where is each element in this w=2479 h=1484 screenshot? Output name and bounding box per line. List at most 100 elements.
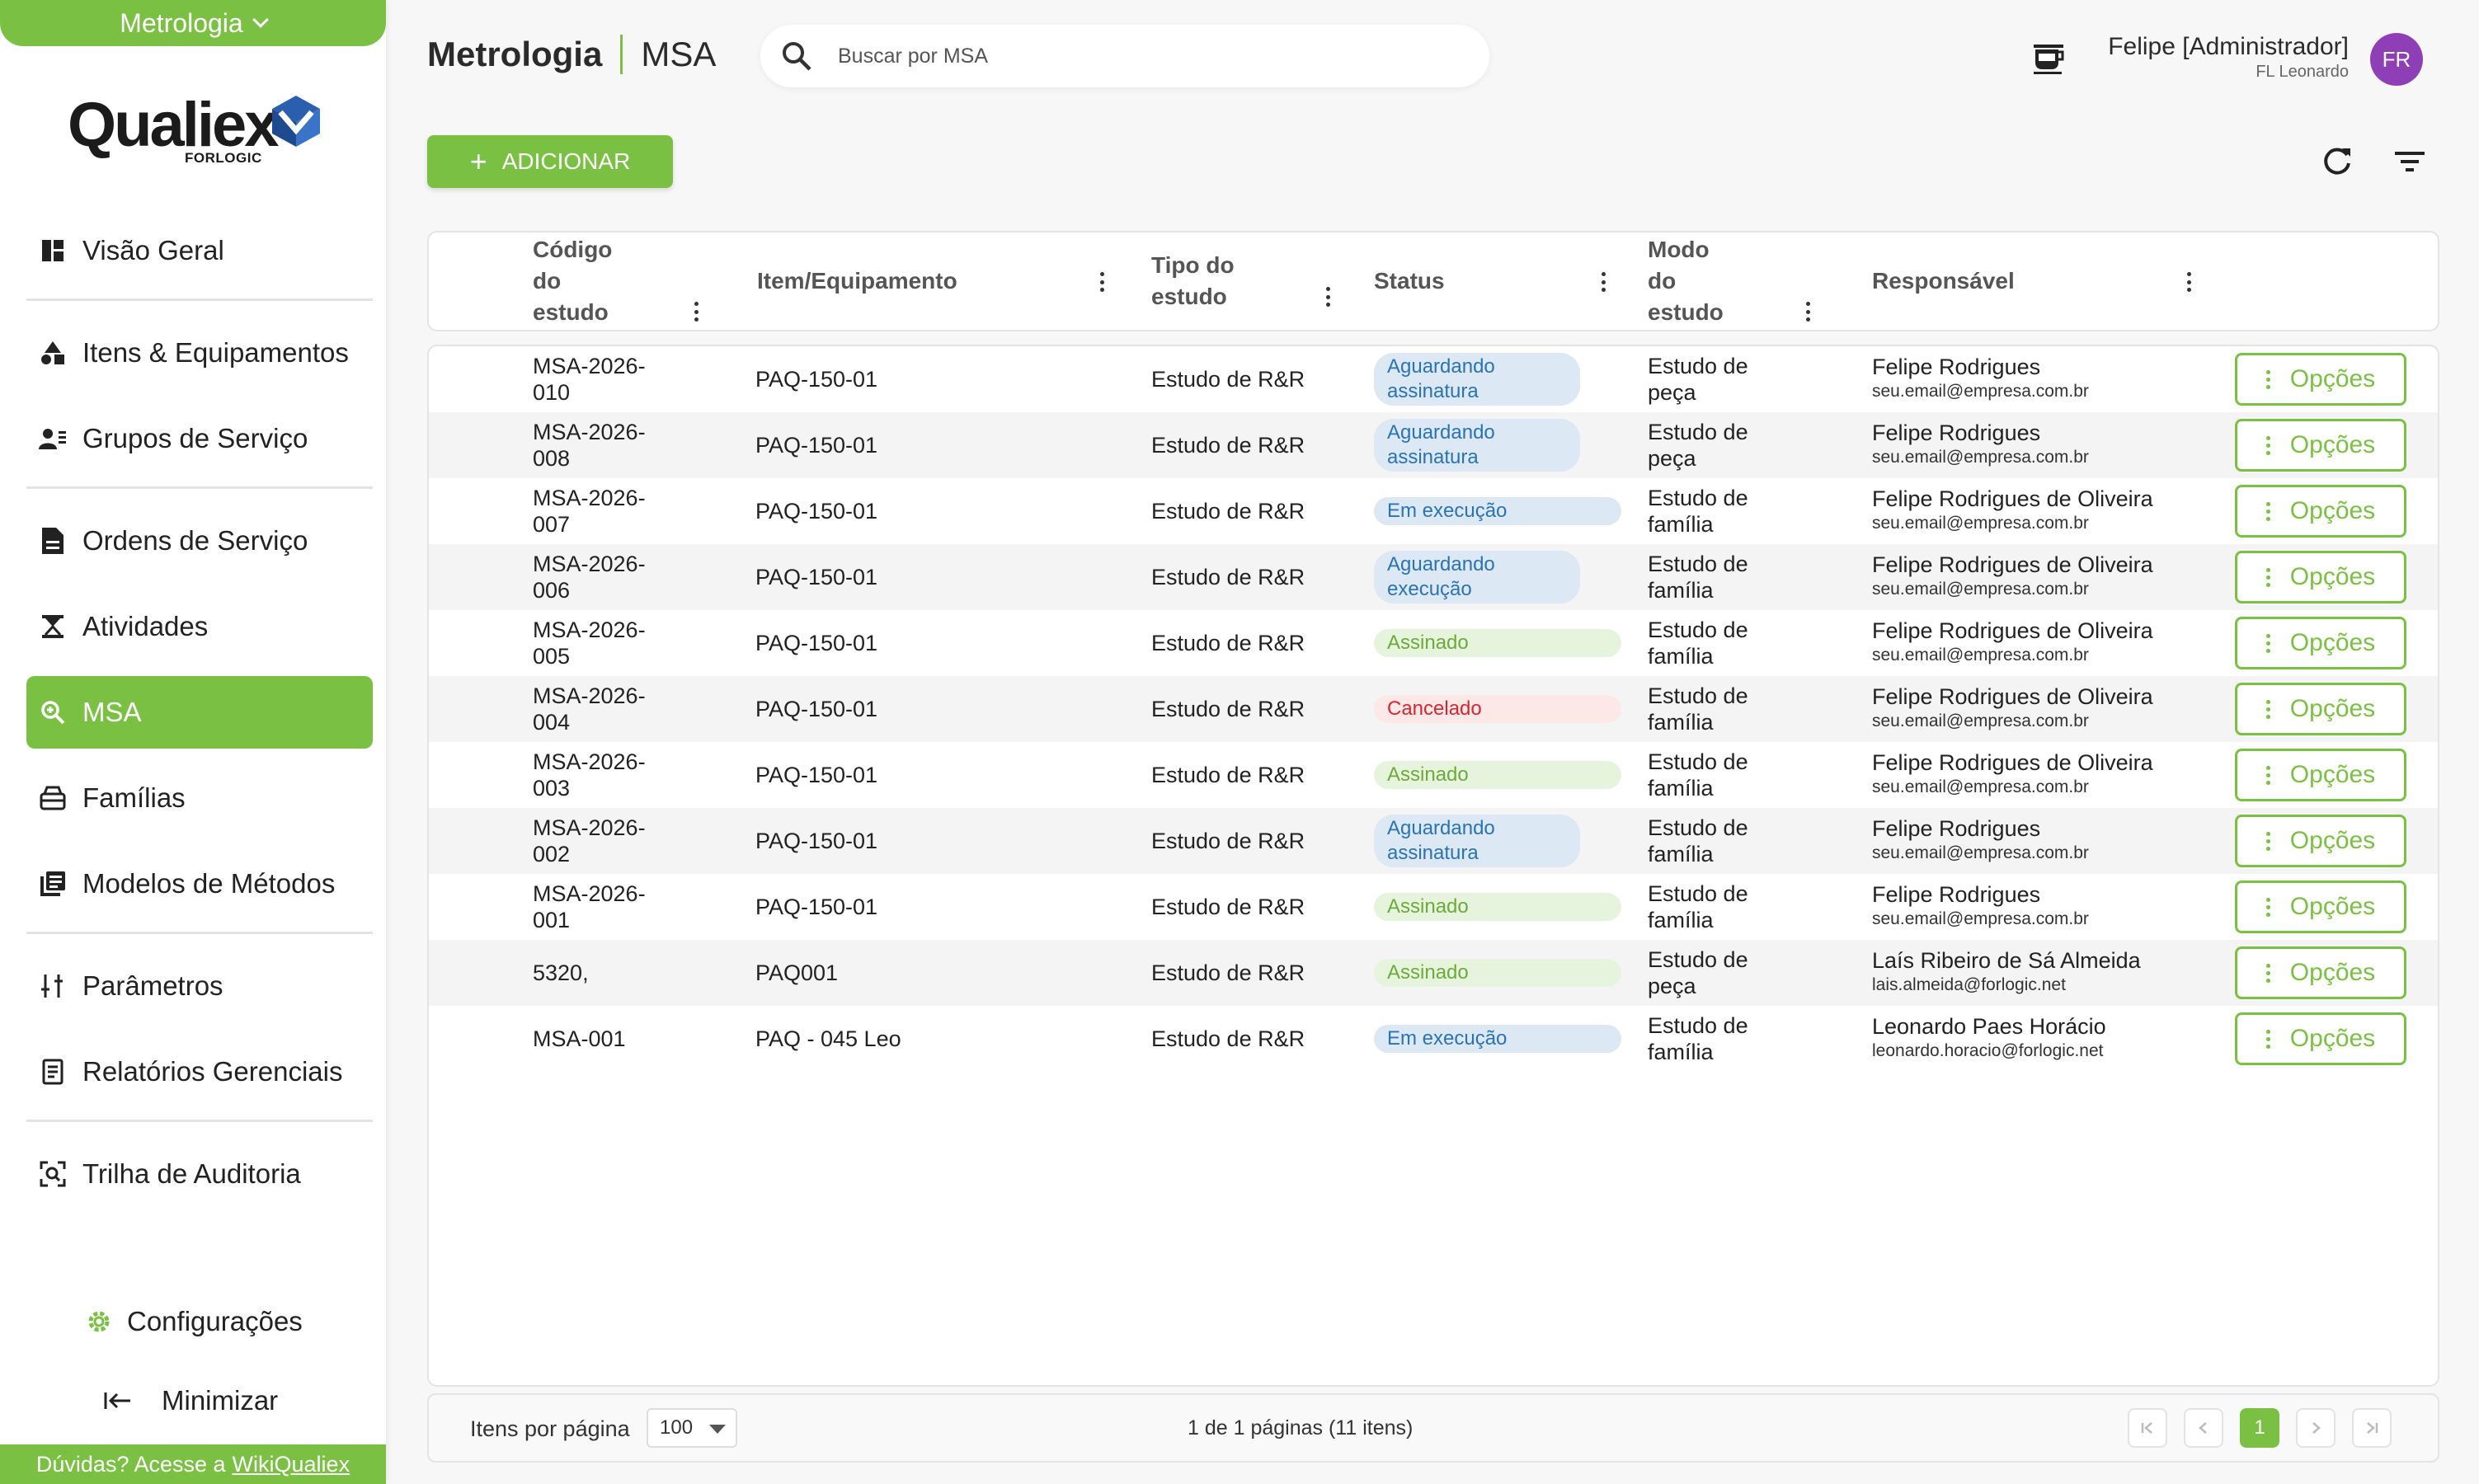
column-header-responsible[interactable]: Responsável (1872, 232, 2218, 330)
cell-mode: Estudo de família (1648, 618, 1748, 669)
avatar[interactable]: FR (2370, 33, 2423, 86)
table-row[interactable]: 5320, PAQ001 Estudo de R&R Assinado Estudo d… (429, 940, 2438, 1006)
module-switcher[interactable]: Metrologia (0, 0, 386, 46)
filter-icon[interactable] (2392, 143, 2428, 180)
sidebar-item-label: Visão Geral (82, 235, 224, 265)
sidebar-item-msa[interactable]: MSA (26, 676, 373, 749)
sidebar-item-familias[interactable]: Famílias (26, 762, 373, 834)
options-label: Opções (2289, 365, 2376, 392)
cell-responsible: Felipe Rodrigues de Oliveira seu.email@em… (1872, 544, 2218, 610)
cell-responsible: Felipe Rodrigues de Oliveira seu.email@em… (1872, 742, 2218, 808)
sidebar-item-label: Famílias (82, 782, 186, 813)
user-company: FL Leonardo (2256, 63, 2349, 81)
column-header-type[interactable]: Tipo do estudo (1151, 232, 1349, 330)
options-button[interactable]: Opções (2235, 683, 2406, 735)
column-header-code[interactable]: Código do estudo (533, 232, 714, 330)
table-row[interactable]: MSA-2026-010 PAQ-150-01 Estudo de R&R Aguar… (429, 346, 2438, 412)
sidebar-item-label: MSA (82, 697, 142, 727)
search-zoom-icon (38, 697, 68, 727)
sidebar-item-itens-equipamentos[interactable]: Itens & Equipamentos (26, 317, 373, 389)
sidebar-item-atividades[interactable]: Atividades (26, 590, 373, 663)
more-vert-icon (2265, 369, 2270, 389)
options-button[interactable]: Opções (2235, 1012, 2406, 1065)
column-menu-icon[interactable] (1806, 302, 1811, 322)
status-badge: Aguardando execução (1374, 551, 1580, 603)
wiki-link[interactable]: WikiQualiex (232, 1451, 350, 1477)
user-info[interactable]: Felipe [Administrador] FL Leonardo (2108, 33, 2349, 82)
cell-type: Estudo de R&R (1151, 433, 1305, 458)
first-page-button[interactable] (2128, 1408, 2167, 1448)
table-row[interactable]: MSA-2026-005 PAQ-150-01 Estudo de R&R Assin… (429, 610, 2438, 676)
options-label: Opções (2289, 431, 2376, 458)
cell-status: Assinado (1374, 610, 1621, 676)
sidebar-item-trilha-auditoria[interactable]: Trilha de Auditoria (26, 1138, 373, 1210)
previous-page-button[interactable] (2184, 1408, 2223, 1448)
options-button[interactable]: Opções (2235, 485, 2406, 538)
more-vert-icon (2265, 1029, 2270, 1049)
table-row[interactable]: MSA-2026-006 PAQ-150-01 Estudo de R&R Aguar… (429, 544, 2438, 610)
column-menu-icon[interactable] (1100, 272, 1105, 292)
more-vert-icon (2265, 765, 2270, 785)
sidebar-item-parametros[interactable]: Parâmetros (26, 950, 373, 1022)
search-icon[interactable] (780, 40, 813, 73)
table-row[interactable]: MSA-2026-003 PAQ-150-01 Estudo de R&R Assin… (429, 742, 2438, 808)
add-button-label: ADICIONAR (501, 148, 631, 174)
cell-code: 5320, (533, 960, 589, 985)
column-header-mode[interactable]: Modo do estudo (1648, 232, 1846, 330)
table-row[interactable]: MSA-2026-001 PAQ-150-01 Estudo de R&R Assin… (429, 874, 2438, 940)
table-row[interactable]: MSA-2026-007 PAQ-150-01 Estudo de R&R Em ex… (429, 478, 2438, 544)
column-header-status[interactable]: Status (1374, 232, 1621, 330)
options-button[interactable]: Opções (2235, 419, 2406, 472)
cell-mode: Estudo de família (1648, 1013, 1748, 1064)
minimize-label: Minimizar (162, 1385, 279, 1416)
column-menu-icon[interactable] (694, 302, 699, 322)
options-button[interactable]: Opções (2235, 815, 2406, 867)
cell-status: Assinado (1374, 874, 1621, 940)
next-page-button[interactable] (2296, 1408, 2336, 1448)
column-menu-icon[interactable] (2187, 272, 2192, 292)
page-title: MSA (641, 35, 717, 73)
search-input[interactable] (838, 44, 1465, 68)
responsible-email: leonardo.horacio@forlogic.net (1872, 1041, 2104, 1060)
page-button-current[interactable]: 1 (2240, 1408, 2279, 1448)
responsible-email: seu.email@empresa.com.br (1872, 646, 2089, 665)
responsible-email: seu.email@empresa.com.br (1872, 909, 2089, 928)
document-icon (38, 526, 68, 556)
sidebar-item-relatorios[interactable]: Relatórios Gerenciais (26, 1036, 373, 1108)
column-menu-icon[interactable] (1326, 287, 1331, 307)
options-button[interactable]: Opções (2235, 617, 2406, 669)
table-row[interactable]: MSA-2026-004 PAQ-150-01 Estudo de R&R Cance… (429, 676, 2438, 742)
column-header-label: Tipo do estudo (1151, 252, 1235, 309)
table-row[interactable]: MSA-2026-002 PAQ-150-01 Estudo de R&R Aguar… (429, 808, 2438, 874)
last-page-button[interactable] (2352, 1408, 2392, 1448)
cell-responsible: Felipe Rodrigues seu.email@empresa.com.br (1872, 808, 2218, 874)
options-button[interactable]: Opções (2235, 551, 2406, 603)
settings-button[interactable]: Configurações (86, 1306, 303, 1337)
add-button[interactable]: + ADICIONAR (427, 135, 673, 188)
cell-code: MSA-2026-010 (533, 354, 646, 405)
refresh-icon[interactable] (2319, 143, 2355, 180)
cell-responsible: Felipe Rodrigues seu.email@empresa.com.br (1872, 346, 2218, 412)
minimize-button[interactable]: Minimizar (104, 1385, 278, 1416)
items-per-page-select[interactable]: 100 (647, 1408, 737, 1448)
table-row[interactable]: MSA-2026-008 PAQ-150-01 Estudo de R&R Aguar… (429, 412, 2438, 478)
sidebar-item-ordens-servico[interactable]: Ordens de Serviço (26, 505, 373, 577)
hourglass-icon (38, 612, 68, 641)
column-menu-icon[interactable] (1602, 272, 1606, 292)
pagination: Itens por página 100 1 de 1 páginas (11 … (427, 1393, 2439, 1463)
options-button[interactable]: Opções (2235, 946, 2406, 999)
options-button[interactable]: Opções (2235, 749, 2406, 801)
responsible-email: lais.almeida@forlogic.net (1872, 975, 2066, 994)
settings-label: Configurações (127, 1306, 303, 1336)
cell-type: Estudo de R&R (1151, 763, 1305, 787)
sidebar-item-modelos-metodos[interactable]: Modelos de Métodos (26, 848, 373, 920)
cell-code: MSA-2026-003 (533, 749, 646, 801)
dropdown-arrow-icon (709, 1425, 726, 1434)
sidebar-item-visao-geral[interactable]: Visão Geral (26, 214, 373, 287)
options-button[interactable]: Opções (2235, 353, 2406, 406)
column-header-item[interactable]: Item/Equipamento (757, 232, 1120, 330)
table-row[interactable]: MSA-001 PAQ - 045 Leo Estudo de R&R Em exec… (429, 1006, 2438, 1072)
coffee-icon[interactable] (2030, 40, 2067, 76)
sidebar-item-grupos-servico[interactable]: Grupos de Serviço (26, 402, 373, 475)
options-button[interactable]: Opções (2235, 881, 2406, 933)
